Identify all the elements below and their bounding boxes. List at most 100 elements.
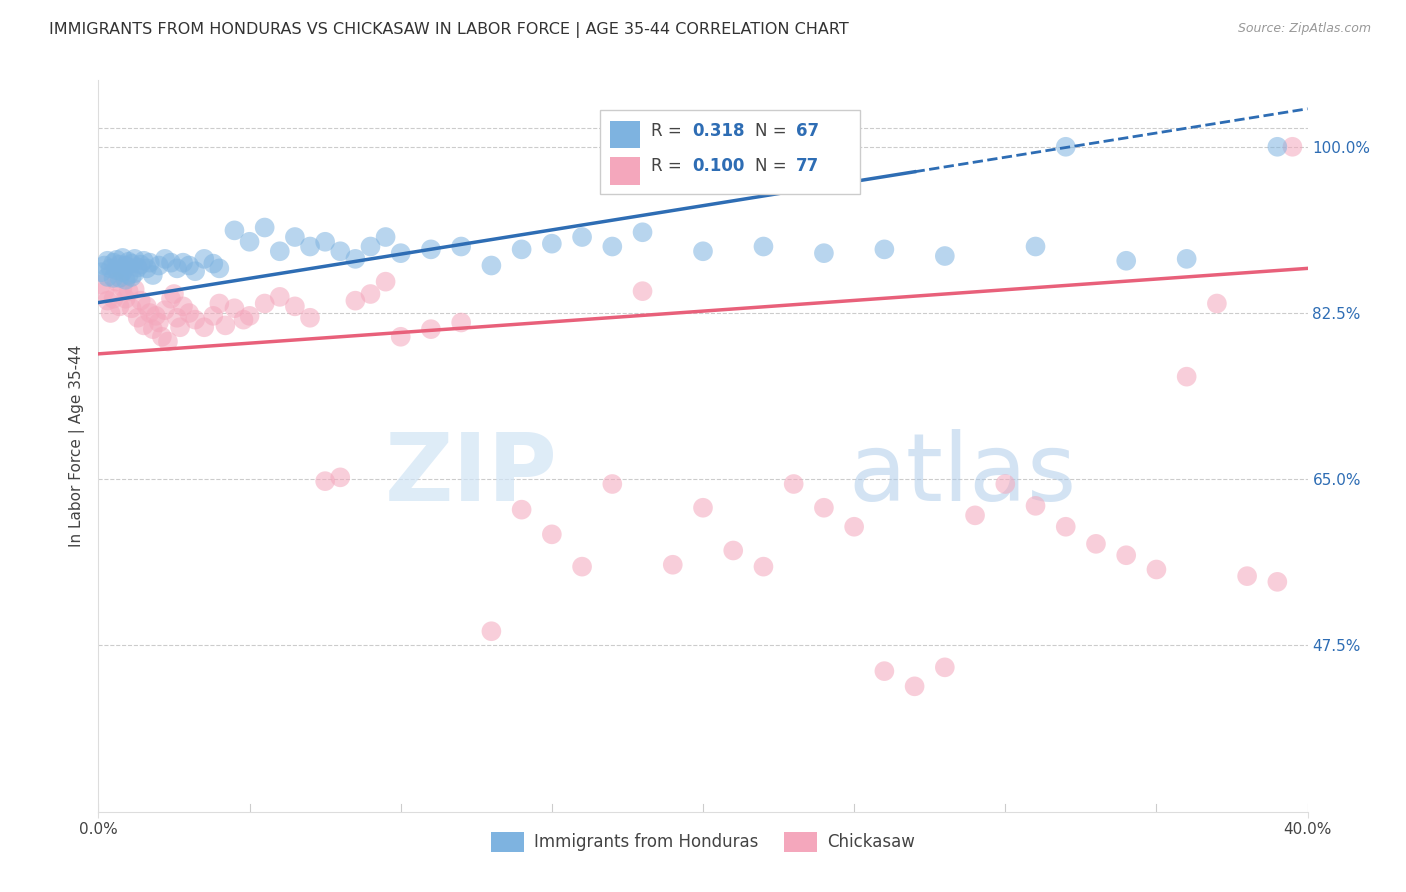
Point: [150, 330, 173, 344]
Point: [329, 244, 352, 259]
Point: [224, 223, 246, 237]
Point: [166, 261, 188, 276]
Point: [111, 265, 134, 279]
Point: [142, 268, 165, 282]
Point: [108, 271, 131, 285]
Point: [360, 239, 382, 253]
Point: [1024, 499, 1046, 513]
Text: 67: 67: [796, 122, 820, 140]
Point: [344, 293, 367, 308]
Point: [314, 235, 336, 249]
Point: [96, 269, 118, 284]
Point: [93, 284, 115, 298]
Point: [172, 255, 194, 269]
Point: [124, 282, 146, 296]
Point: [142, 322, 165, 336]
Point: [420, 243, 443, 257]
Point: [723, 543, 745, 558]
Point: [214, 318, 236, 333]
Point: [124, 252, 146, 266]
Point: [145, 309, 167, 323]
Point: [118, 254, 141, 268]
Point: [965, 508, 987, 523]
Point: [179, 259, 201, 273]
Point: [166, 310, 188, 325]
Point: [160, 292, 183, 306]
Point: [1085, 537, 1108, 551]
Point: [873, 664, 896, 678]
Point: [111, 251, 134, 265]
Point: [132, 318, 155, 333]
Point: [481, 259, 503, 273]
Point: [118, 284, 141, 298]
Point: [1115, 548, 1137, 562]
Point: [139, 255, 162, 269]
Text: atlas: atlas: [848, 429, 1077, 521]
Point: [90, 277, 112, 292]
Point: [1281, 140, 1303, 154]
Point: [132, 253, 155, 268]
Point: [184, 312, 207, 326]
Point: [127, 310, 149, 325]
Point: [314, 474, 336, 488]
Point: [253, 220, 276, 235]
FancyBboxPatch shape: [610, 157, 640, 185]
Text: 0.100: 0.100: [692, 157, 745, 175]
Point: [1267, 574, 1289, 589]
Point: [1206, 296, 1229, 310]
Text: Source: ZipAtlas.com: Source: ZipAtlas.com: [1237, 22, 1371, 36]
Point: [172, 299, 194, 313]
Point: [103, 271, 125, 285]
Point: [202, 257, 225, 271]
Text: N =: N =: [755, 122, 792, 140]
Point: [571, 230, 593, 244]
Point: [299, 310, 322, 325]
Point: [631, 284, 654, 298]
Point: [111, 280, 134, 294]
Point: [1144, 562, 1167, 576]
Point: [163, 287, 186, 301]
Point: [105, 275, 128, 289]
Point: [692, 244, 714, 259]
Point: [284, 230, 307, 244]
Point: [450, 239, 472, 253]
Point: [100, 306, 122, 320]
Point: [752, 239, 775, 253]
Point: [540, 236, 562, 251]
Point: [692, 500, 714, 515]
Point: [148, 316, 170, 330]
Point: [269, 290, 291, 304]
Point: [148, 259, 170, 273]
Point: [904, 679, 927, 693]
Point: [105, 252, 128, 267]
Point: [160, 255, 183, 269]
Point: [374, 275, 396, 289]
Text: N =: N =: [755, 157, 792, 175]
Point: [360, 287, 382, 301]
Point: [631, 225, 654, 239]
Point: [90, 265, 112, 279]
Text: 77: 77: [796, 157, 820, 175]
Point: [169, 320, 191, 334]
Point: [783, 477, 806, 491]
Point: [1267, 140, 1289, 154]
Text: R =: R =: [651, 157, 688, 175]
Point: [1054, 140, 1077, 154]
FancyBboxPatch shape: [610, 120, 640, 148]
Point: [208, 261, 231, 276]
Point: [450, 316, 472, 330]
Point: [121, 301, 143, 316]
Point: [571, 559, 593, 574]
Point: [1236, 569, 1258, 583]
Point: [329, 470, 352, 484]
Text: ZIP: ZIP: [385, 429, 558, 521]
Point: [510, 502, 533, 516]
Point: [481, 624, 503, 639]
Point: [239, 309, 262, 323]
Point: [540, 527, 562, 541]
Point: [139, 306, 162, 320]
Text: 0.318: 0.318: [692, 122, 745, 140]
Point: [202, 309, 225, 323]
Point: [118, 268, 141, 282]
Point: [156, 334, 179, 349]
